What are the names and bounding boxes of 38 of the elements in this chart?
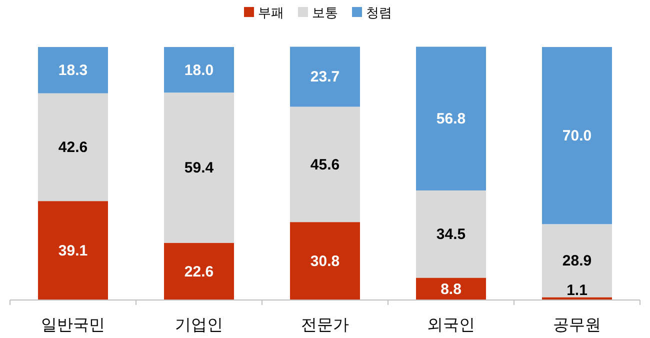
- bar: [290, 46, 360, 107]
- data-label: 34.5: [436, 226, 466, 244]
- bar: [290, 106, 360, 222]
- x-tick-label: 일반국민: [41, 317, 105, 334]
- data-label: 56.8: [436, 110, 466, 128]
- x-tick-label: 기업인: [175, 317, 223, 334]
- bar: [416, 46, 486, 190]
- bar: [416, 190, 486, 278]
- x-tick-label: 전문가: [301, 317, 349, 334]
- data-label: 42.6: [58, 139, 88, 156]
- bar: [542, 47, 612, 224]
- data-label: 8.8: [440, 280, 462, 298]
- data-label: 18.0: [184, 62, 214, 79]
- bar: [38, 201, 108, 300]
- data-label: 18.3: [58, 62, 88, 80]
- bar: [38, 47, 108, 94]
- x-tick-label: 공무원: [553, 317, 601, 334]
- bar: [164, 92, 234, 243]
- bar: [164, 242, 234, 300]
- legend-label: 청렴: [366, 5, 392, 20]
- data-label: 70.0: [562, 128, 592, 145]
- data-label: 59.4: [184, 160, 214, 177]
- legend-label: 보통: [312, 5, 338, 20]
- data-label: 22.6: [184, 263, 214, 280]
- data-label: 39.1: [58, 242, 88, 260]
- data-label: 45.6: [310, 156, 340, 174]
- bar: [416, 278, 486, 300]
- x-tick-label: 외국인: [427, 317, 475, 334]
- data-label: 30.8: [310, 253, 340, 270]
- data-label: 28.9: [562, 252, 592, 270]
- data-label: 1.1: [566, 282, 588, 300]
- bar: [38, 93, 108, 202]
- data-label: 23.7: [310, 68, 340, 86]
- bar: [542, 297, 612, 300]
- bar: [164, 47, 234, 93]
- legend-label: 부패: [258, 5, 284, 20]
- bar: [290, 222, 360, 300]
- bar: [542, 224, 612, 298]
